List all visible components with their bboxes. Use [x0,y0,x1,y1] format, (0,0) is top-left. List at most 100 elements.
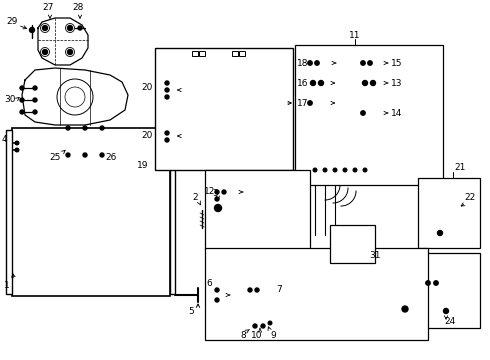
Bar [12,128,170,296]
Bar [155,48,293,170]
Circle shape [253,324,257,328]
Bar [418,178,480,248]
Text: 30: 30 [4,95,16,104]
Text: 8: 8 [240,330,246,339]
Circle shape [222,190,226,194]
Bar [205,170,310,250]
Text: 9: 9 [270,330,276,339]
Circle shape [165,81,169,85]
Bar [232,51,238,56]
Circle shape [261,324,265,328]
Text: 17: 17 [297,99,309,108]
Circle shape [33,110,37,114]
Circle shape [33,86,37,90]
Text: 13: 13 [391,78,403,87]
Circle shape [100,126,104,130]
Circle shape [438,230,442,235]
Circle shape [363,168,367,172]
Circle shape [215,197,219,201]
Circle shape [308,101,312,105]
Text: 23: 23 [406,274,417,283]
Text: 12: 12 [204,188,216,197]
Circle shape [165,88,169,92]
Bar [6,130,12,294]
Circle shape [426,281,430,285]
Text: 19: 19 [137,161,149,170]
Text: 14: 14 [392,108,403,117]
Bar [170,130,175,294]
Circle shape [20,98,24,102]
Circle shape [311,81,316,85]
Circle shape [66,153,70,157]
Circle shape [353,168,357,172]
Text: 22: 22 [465,194,476,202]
Bar [418,253,480,328]
Text: 26: 26 [105,153,117,162]
Text: 2: 2 [192,194,198,202]
Bar [199,51,205,56]
Circle shape [15,141,19,145]
Text: 6: 6 [206,279,212,288]
Text: 29: 29 [6,18,18,27]
Text: 1: 1 [4,280,10,289]
Text: 7: 7 [276,285,282,294]
Circle shape [165,95,169,99]
Circle shape [361,61,365,65]
Circle shape [268,321,272,325]
Text: 4: 4 [1,135,7,144]
Circle shape [66,126,70,130]
Circle shape [434,281,438,285]
Circle shape [443,309,448,314]
Circle shape [15,148,19,152]
Circle shape [308,61,312,65]
Text: 16: 16 [297,78,309,87]
Bar [239,51,245,56]
Text: 27: 27 [42,4,54,13]
Circle shape [165,131,169,135]
Circle shape [255,288,259,292]
Circle shape [368,61,372,65]
Text: 25: 25 [49,153,61,162]
Circle shape [323,168,327,172]
Circle shape [402,306,408,312]
Text: 21: 21 [454,163,466,172]
Circle shape [343,168,347,172]
Circle shape [68,26,73,31]
Bar [205,248,428,340]
Bar [192,51,198,56]
Circle shape [29,27,34,32]
Circle shape [215,204,221,211]
Circle shape [33,98,37,102]
Circle shape [100,153,104,157]
Circle shape [215,298,219,302]
Circle shape [315,61,319,65]
Bar [295,45,443,185]
Circle shape [20,110,24,114]
Text: 18: 18 [297,58,309,68]
Text: 20: 20 [141,84,153,93]
Circle shape [165,138,169,142]
Circle shape [20,86,24,90]
Text: 20: 20 [299,99,311,108]
Circle shape [43,49,48,54]
Text: 11: 11 [349,31,361,40]
Circle shape [215,288,219,292]
Text: 10: 10 [251,330,263,339]
Text: 28: 28 [73,4,84,13]
Circle shape [83,126,87,130]
Circle shape [361,111,365,115]
Text: 24: 24 [444,316,456,325]
Text: 3: 3 [212,189,218,198]
Bar [12,128,170,296]
Circle shape [215,190,219,194]
Circle shape [78,26,82,30]
Circle shape [318,81,323,85]
Circle shape [370,81,375,85]
Text: 31: 31 [369,251,381,260]
Circle shape [333,168,337,172]
Text: 20: 20 [141,131,153,140]
Circle shape [248,288,252,292]
Circle shape [363,81,368,85]
Circle shape [43,26,48,31]
Circle shape [313,168,317,172]
